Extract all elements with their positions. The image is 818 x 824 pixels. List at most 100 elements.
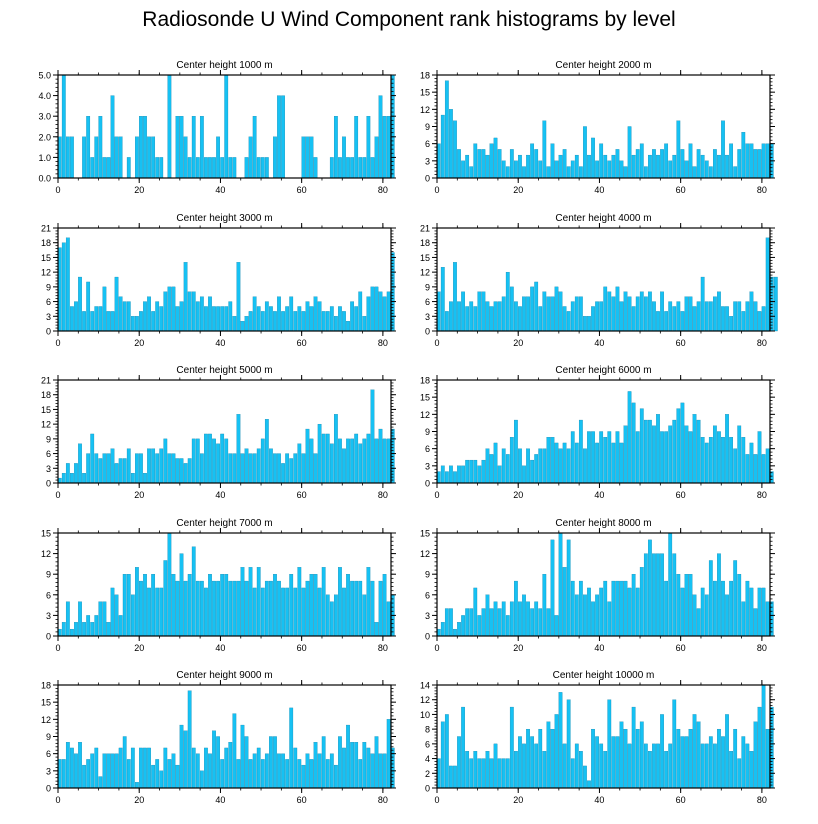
histogram-bar [208, 157, 212, 179]
histogram-bar [554, 714, 559, 789]
panel-title: Center height 5000 m [176, 365, 272, 376]
histogram-bar [725, 714, 729, 789]
histogram-bar [90, 157, 95, 179]
histogram-bar [224, 306, 229, 332]
histogram-bar [110, 448, 115, 484]
histogram-bar [212, 438, 216, 484]
histogram-bar [574, 154, 579, 179]
histogram-bar [167, 759, 172, 789]
histogram-bar [749, 442, 754, 484]
histogram-bar [595, 301, 599, 332]
y-tick-label: 9 [425, 122, 430, 132]
histogram-bar [82, 136, 86, 179]
histogram-bar [175, 116, 180, 179]
histogram-bar [70, 473, 74, 484]
histogram-bar [139, 747, 143, 789]
histogram-bar [449, 465, 453, 484]
x-tick-label: 20 [134, 490, 144, 500]
histogram-bar [273, 574, 277, 637]
histogram-bar [631, 574, 636, 637]
histogram-bar [522, 166, 526, 179]
x-tick-label: 20 [134, 185, 144, 195]
y-tick-label: 15 [420, 253, 430, 263]
histogram-bar [481, 149, 486, 179]
histogram-bar [765, 448, 770, 484]
histogram-bar [98, 306, 103, 332]
histogram-bar [305, 136, 310, 179]
histogram-bar [741, 132, 746, 179]
histogram-bar [469, 608, 474, 637]
histogram-bar [228, 157, 233, 179]
histogram-bar [110, 753, 115, 789]
histogram-bar [277, 296, 281, 332]
histogram-bar [199, 580, 204, 637]
histogram-bar [155, 301, 160, 332]
histogram-bar [232, 580, 237, 637]
histogram-bar [668, 160, 673, 179]
histogram-bar [664, 143, 669, 179]
histogram-bar [554, 160, 559, 179]
y-tick-label: 3 [46, 766, 51, 776]
histogram-bar [509, 437, 514, 484]
histogram-bar [183, 262, 188, 332]
histogram-bar [676, 120, 681, 179]
histogram-bar [749, 587, 754, 637]
histogram-bar [550, 143, 555, 179]
histogram-bar [143, 473, 147, 484]
histogram-bar [550, 728, 555, 789]
histogram-bar [444, 608, 449, 637]
x-tick-label: 0 [434, 338, 439, 348]
histogram-panel: Center height 4000 m 0 3 6 9 12 15 18 21 0 20 40 60 8… [420, 213, 778, 348]
panel-title: Center height 1000 m [176, 60, 272, 71]
histogram-bar [623, 166, 628, 179]
histogram-bar [485, 751, 490, 789]
histogram-bar [346, 574, 350, 637]
histogram-bar [321, 311, 326, 332]
histogram-bar [338, 567, 342, 637]
histogram-bar [212, 730, 216, 789]
histogram-bar [98, 458, 103, 484]
histogram-bar [199, 296, 204, 332]
histogram-bar [285, 759, 290, 789]
histogram-bar [228, 580, 233, 637]
histogram-bar [497, 758, 502, 789]
histogram-bar [656, 154, 660, 179]
histogram-bar [191, 116, 196, 179]
histogram-bar [94, 615, 99, 637]
histogram-bar [578, 419, 583, 484]
histogram-bar [61, 759, 66, 789]
histogram-bar [354, 116, 359, 179]
histogram-bar [473, 306, 478, 332]
histogram-bar [469, 758, 474, 789]
histogram-bar [183, 730, 188, 789]
histogram-bar [684, 425, 689, 484]
histogram-bar [440, 721, 445, 789]
plot-frame [57, 227, 392, 332]
histogram-bar [139, 311, 143, 332]
histogram-bar [167, 74, 172, 179]
histogram-bar [611, 736, 616, 789]
histogram-bar [195, 753, 200, 789]
histogram-bar [692, 306, 697, 332]
histogram-bar [269, 448, 273, 484]
y-tick-label: 21 [41, 376, 51, 386]
histogram-bar [338, 306, 342, 332]
histogram-bar [151, 136, 156, 179]
histogram-bar [342, 136, 346, 179]
histogram-bar [65, 742, 70, 789]
histogram-bar [382, 296, 387, 332]
histogram-bar [240, 321, 245, 332]
x-tick-label: 60 [676, 643, 686, 653]
histogram-bar [74, 301, 78, 332]
histogram-bar [329, 601, 334, 637]
x-tick-label: 20 [513, 490, 523, 500]
histogram-bar [126, 301, 131, 332]
histogram-bar [167, 286, 172, 332]
y-tick-label: 12 [41, 268, 51, 278]
y-tick-label: 5.0 [38, 71, 51, 81]
histogram-bar [70, 747, 74, 789]
histogram-bar [773, 276, 778, 332]
histogram-bar [248, 453, 253, 484]
histogram-bar [639, 291, 644, 332]
histogram-bar [725, 154, 729, 179]
